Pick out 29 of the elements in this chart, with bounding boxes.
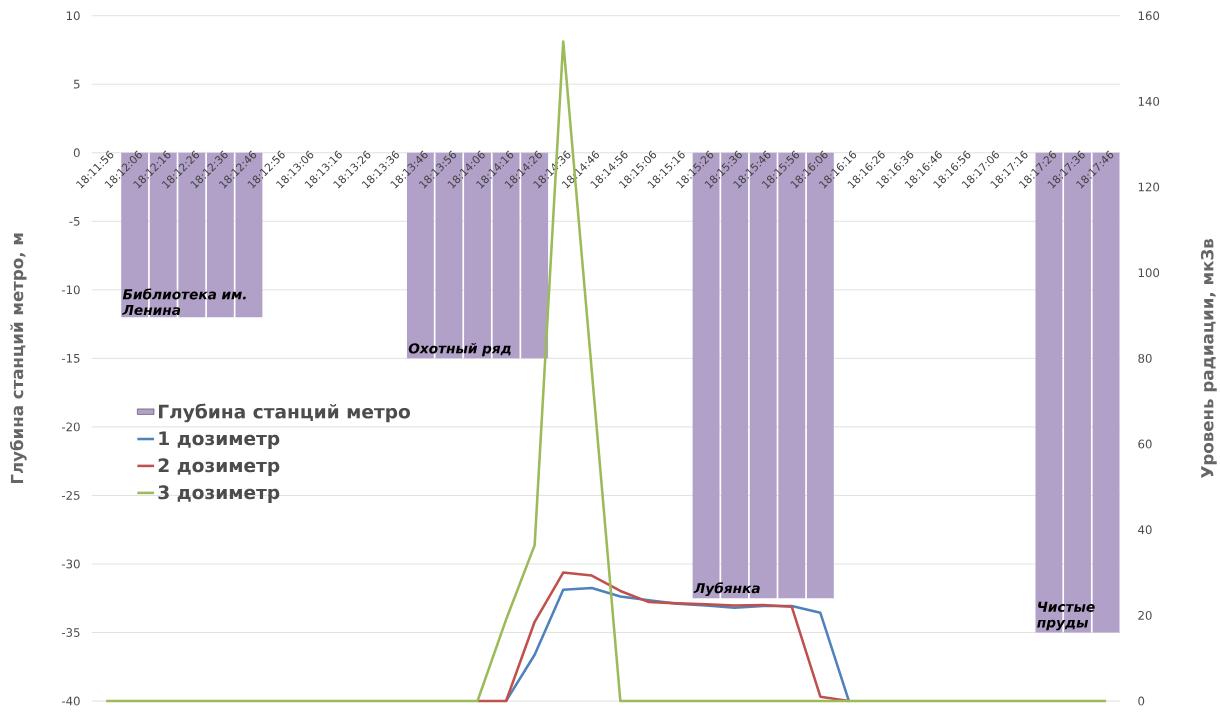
annotation: Лубянка (693, 582, 760, 597)
y-tick-label: -25 (61, 491, 80, 500)
annotation: Охотный ряд (408, 342, 511, 357)
y-axis-title: Глубина станций метро, м (9, 233, 27, 484)
legend-label: Глубина станций метро (158, 403, 411, 423)
annotation: Чистые пруды (1037, 601, 1095, 631)
y2-tick-label: 80 (1138, 354, 1152, 363)
y-tick-label: -20 (61, 422, 80, 432)
annotation: Библиотека им. Ленина (122, 288, 246, 316)
y-tick-label: -15 (61, 354, 80, 363)
y-tick-label: -10 (61, 285, 80, 295)
y-tick-label: -5 (69, 217, 80, 226)
legend-label: 2 дозиметр (158, 458, 280, 477)
y2-tick-label: 40 (1138, 525, 1152, 535)
y2-tick-label: 100 (1138, 268, 1160, 278)
y-tick-label: 10 (66, 11, 80, 21)
y-tick-label: 5 (73, 79, 80, 89)
y-tick-label: -35 (61, 628, 80, 638)
y2-tick-label: 120 (1138, 182, 1160, 192)
legend-label: 1 дозиметр (159, 431, 280, 450)
y-tick-label: -40 (61, 696, 80, 706)
y-tick-label: -30 (61, 559, 80, 569)
y2-tick-label: 160 (1138, 11, 1160, 21)
y2-tick-label: 20 (1138, 611, 1152, 620)
y2-tick-label: 140 (1138, 97, 1160, 106)
y2-axis-title: Уровень радиации, мкЗв (1200, 239, 1217, 479)
y2-tick-label: 60 (1138, 439, 1152, 449)
y2-tick-label: 0 (1138, 696, 1145, 706)
legend-label: 3 дозиметр (158, 485, 280, 504)
